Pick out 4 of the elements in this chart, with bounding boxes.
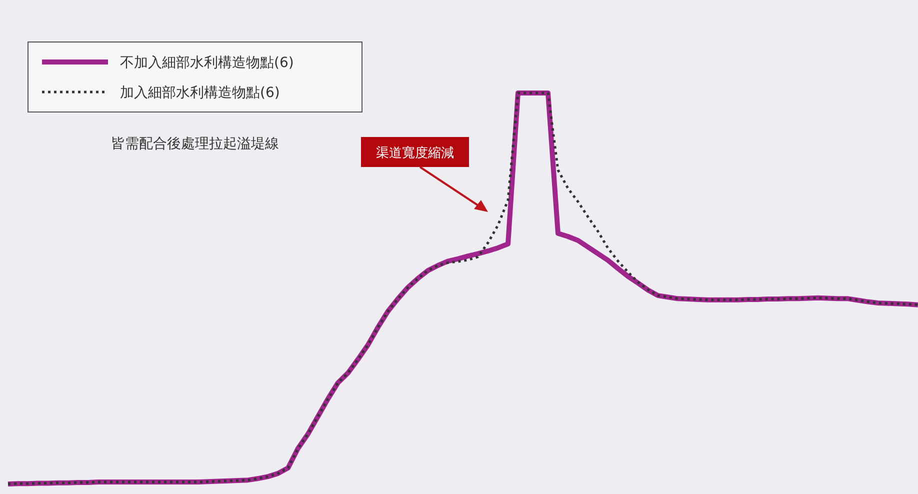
- annotation: 渠道寬度縮減: [376, 145, 454, 161]
- annotation: 皆需配合後處理拉起溢堤線: [111, 136, 279, 152]
- legend-label: 不加入細部水利構造物點(6): [120, 55, 294, 71]
- legend-label: 加入細部水利構造物點(6): [120, 85, 280, 101]
